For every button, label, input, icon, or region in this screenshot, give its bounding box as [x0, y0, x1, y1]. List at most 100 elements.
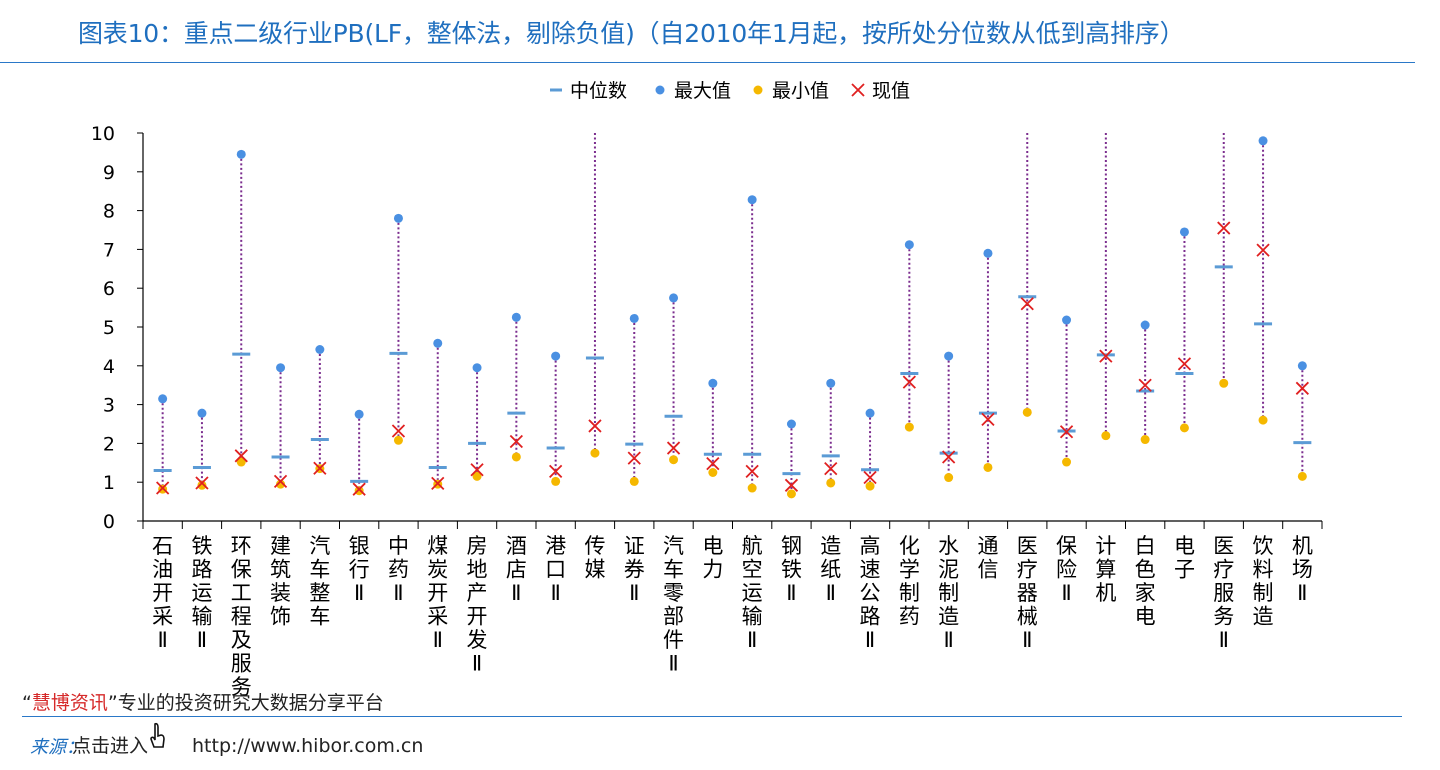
current-point [234, 449, 248, 463]
x-category-label: 钢铁 Ⅱ [781, 534, 802, 605]
max-point [1140, 320, 1150, 330]
x-category-label: 港口 Ⅱ [545, 534, 566, 605]
current-point [1256, 243, 1270, 257]
current-point [549, 464, 563, 478]
current-point [1099, 349, 1113, 363]
x-category-label: 铁路运输 Ⅱ [191, 534, 212, 652]
current-point [509, 434, 523, 449]
x-category-label: 传媒 [584, 534, 605, 582]
max-point [944, 351, 954, 361]
max-point [983, 248, 993, 258]
min-point [1219, 378, 1229, 388]
current-point [352, 482, 366, 496]
x-category-label: 高速公路 Ⅱ [860, 534, 881, 652]
max-point [1258, 136, 1268, 146]
legend-min-label: 最小值 [772, 80, 829, 102]
current-point [627, 451, 641, 465]
chart-title: 图表10：重点二级行业PB(LF，整体法，剔除负值)（自2010年1月起，按所处… [78, 19, 1185, 48]
current-point [784, 478, 799, 492]
max-point [511, 312, 521, 322]
current-point [313, 461, 327, 475]
max-point [197, 408, 207, 418]
current-point [666, 441, 681, 455]
max-point [433, 338, 443, 348]
min-point [393, 435, 403, 445]
x-category-label: 证券 Ⅱ [624, 534, 645, 605]
min-point [511, 452, 521, 462]
enter-link[interactable]: 点击进入 http://www.hibor.com.cn [72, 731, 423, 758]
min-point [786, 489, 796, 499]
footer-divider [22, 716, 1402, 717]
max-point [1179, 227, 1189, 237]
min-point [590, 448, 600, 458]
x-category-label: 航空运输 Ⅱ [742, 534, 763, 652]
current-point [981, 412, 995, 426]
max-point [826, 378, 836, 388]
min-point [197, 480, 207, 490]
x-category-label: 房地产开发 Ⅱ [467, 534, 488, 676]
min-point [1258, 415, 1268, 425]
max-point [472, 363, 482, 373]
enter-text: 点击进入 [72, 735, 149, 757]
current-point [431, 476, 445, 491]
legend-max-swatch [655, 85, 665, 95]
min-point [944, 473, 954, 483]
x-category-label: 煤炭开采 Ⅱ [427, 534, 448, 652]
min-point [1140, 435, 1150, 445]
y-tick-label: 2 [103, 433, 115, 455]
max-point [708, 378, 718, 388]
legend-max-label: 最大值 [674, 80, 731, 102]
current-point [1138, 378, 1152, 392]
x-category-label: 石油开采 Ⅱ [152, 534, 173, 652]
y-tick-label: 5 [103, 317, 115, 339]
y-tick-label: 4 [103, 356, 115, 378]
min-point [708, 468, 718, 477]
max-point [786, 419, 796, 429]
x-category-label: 医疗器械 Ⅱ [1017, 534, 1038, 652]
max-point [747, 195, 757, 205]
max-point [629, 313, 639, 323]
x-category-label: 银行 Ⅱ [349, 534, 370, 605]
promo-brand[interactable]: 慧博资讯 [31, 692, 108, 714]
y-tick-label: 7 [103, 239, 115, 261]
min-point [826, 478, 836, 488]
x-category-label: 电力 [702, 534, 723, 582]
x-category-label: 化学制药 [899, 534, 920, 629]
y-tick-label: 10 [91, 123, 115, 145]
current-point [942, 450, 956, 464]
min-point [1101, 431, 1111, 441]
x-category-label: 酒店 Ⅱ [506, 534, 527, 605]
min-point [865, 481, 875, 491]
x-category-label: 中药 Ⅱ [388, 534, 409, 605]
current-point [824, 461, 838, 476]
max-point [158, 394, 168, 404]
y-tick-label: 3 [103, 395, 115, 417]
current-point [391, 424, 406, 438]
promo-text: “慧博资讯”专业的投资研究大数据分享平台 [22, 688, 384, 715]
current-point [588, 419, 602, 433]
site-url[interactable]: http://www.hibor.com.cn [192, 735, 424, 757]
x-category-label: 汽车整车 [309, 534, 330, 629]
min-point [354, 486, 364, 496]
legend-current-label: 现值 [872, 80, 910, 102]
max-point [236, 149, 246, 159]
legend-min-swatch [753, 85, 763, 95]
y-tick-label: 0 [103, 511, 115, 533]
max-point [904, 240, 914, 250]
x-category-label: 医疗服务 Ⅱ [1213, 534, 1234, 652]
x-category-label: 白色家电 [1135, 534, 1156, 629]
min-point [1297, 471, 1307, 481]
current-point [1059, 425, 1074, 439]
current-point [706, 456, 720, 471]
current-point [1217, 221, 1231, 235]
x-category-label: 汽车零部件 Ⅱ [663, 534, 684, 676]
y-tick-label: 9 [103, 162, 115, 184]
max-point [276, 363, 286, 373]
current-point [1020, 297, 1034, 311]
title-bar: 图表10：重点二级行业PB(LF，整体法，剔除负值)（自2010年1月起，按所处… [0, 0, 1415, 63]
x-category-label: 水泥制造 Ⅱ [938, 534, 959, 652]
x-category-label: 计算机 [1095, 534, 1116, 605]
min-point [276, 479, 286, 489]
x-category-label: 机场 Ⅱ [1292, 534, 1313, 605]
